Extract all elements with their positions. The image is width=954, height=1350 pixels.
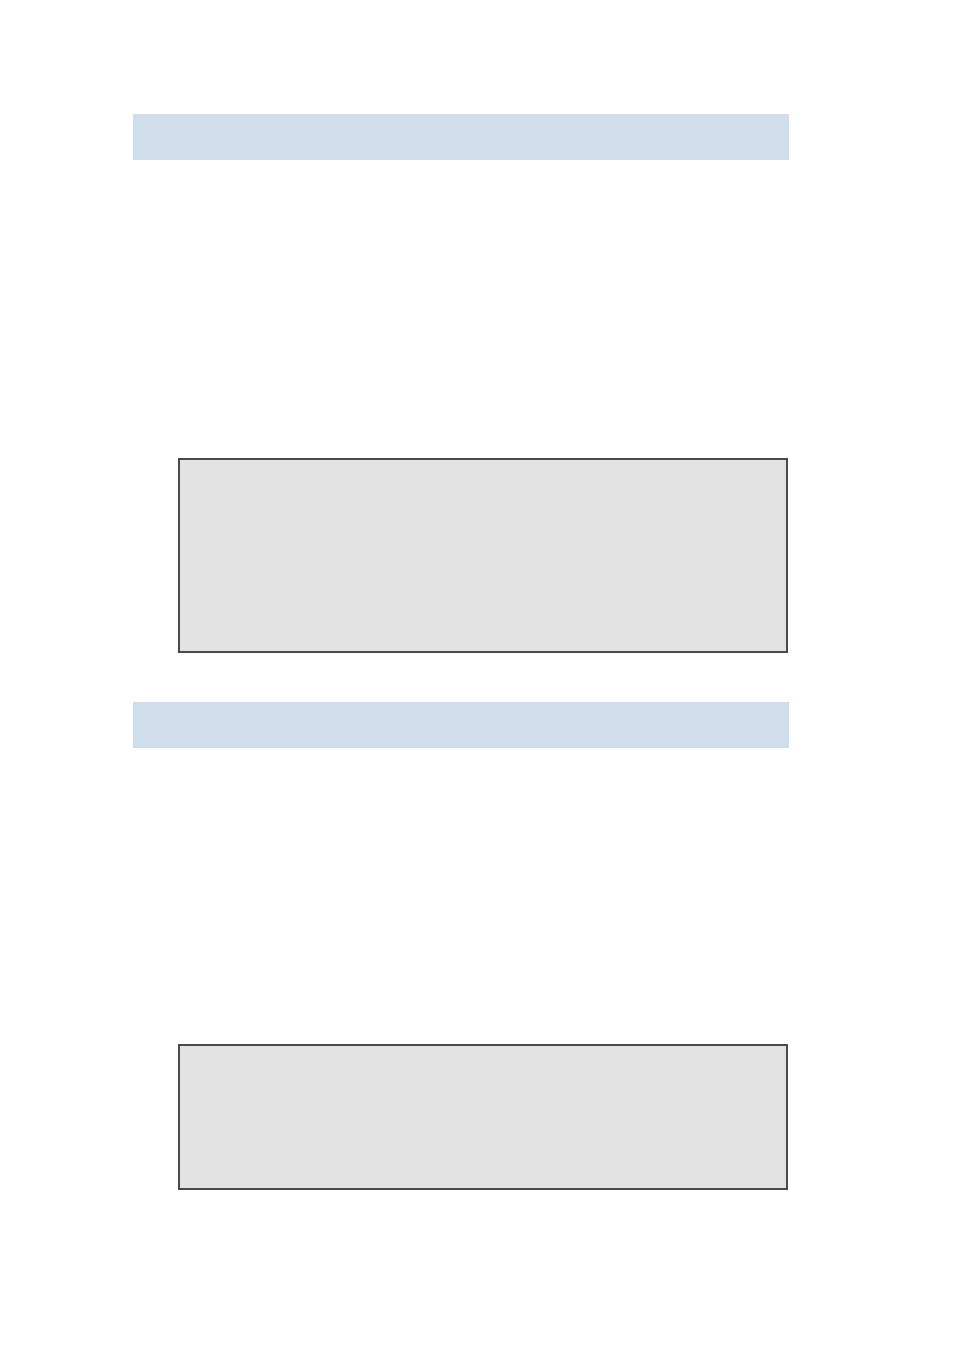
content-panel-2 — [178, 1044, 788, 1190]
section-header-bar-1 — [133, 114, 789, 160]
section-header-bar-2 — [133, 702, 789, 748]
content-panel-1 — [178, 458, 788, 653]
